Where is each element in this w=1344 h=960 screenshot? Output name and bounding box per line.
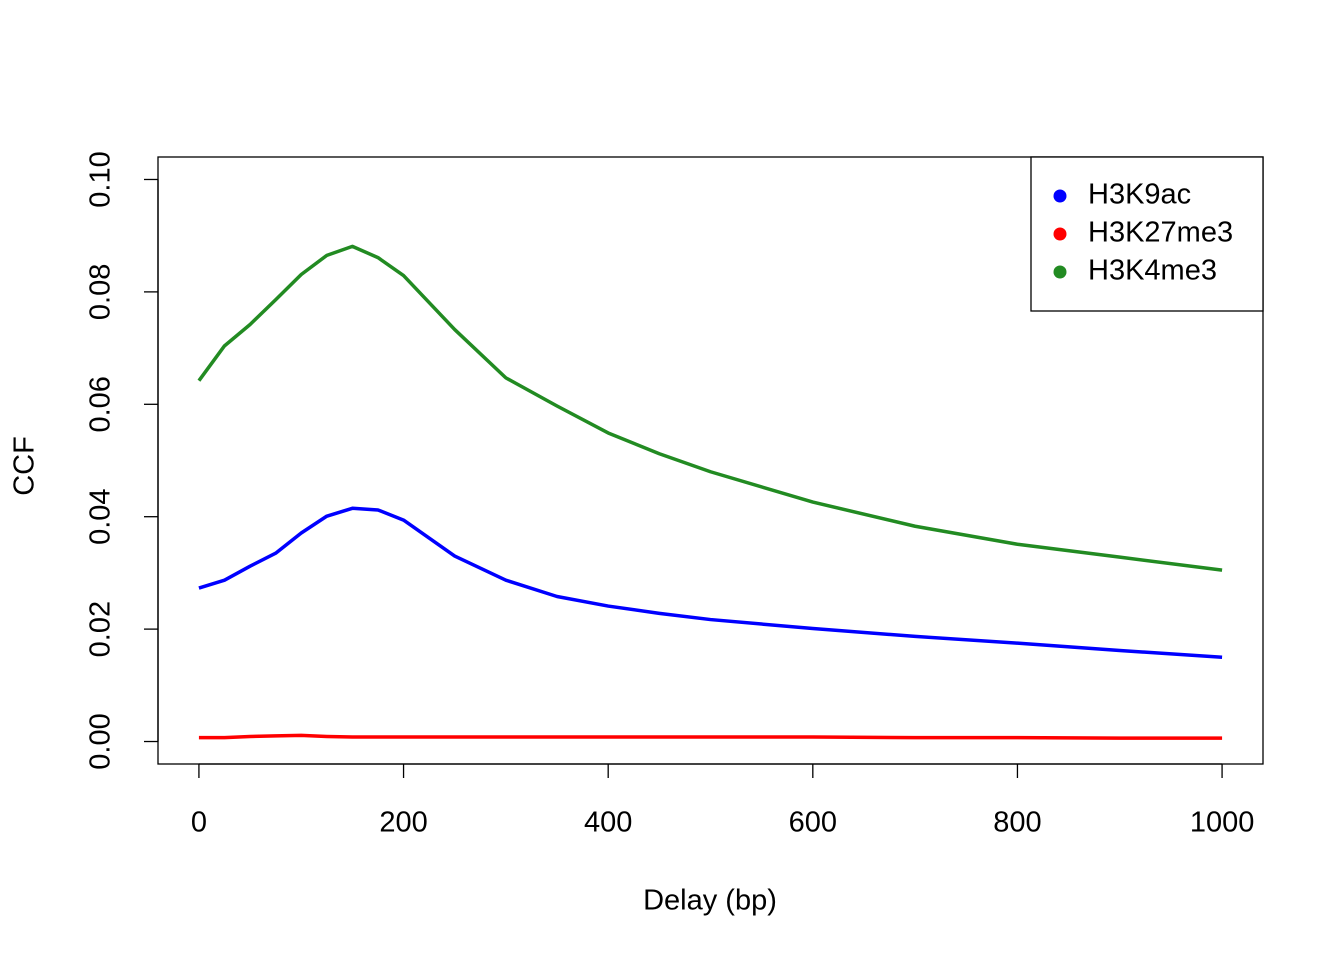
x-tick-label: 400 — [584, 807, 632, 839]
legend-marker — [1053, 227, 1067, 241]
x-tick-label: 800 — [993, 807, 1041, 839]
x-tick-label: 200 — [379, 807, 427, 839]
y-tick-label: 0.04 — [85, 488, 117, 544]
legend-box — [1030, 156, 1264, 312]
series-line — [198, 506, 1223, 659]
y-tick-label: 0.00 — [85, 713, 117, 769]
series-line — [197, 244, 1223, 572]
x-tick-label: 0 — [191, 807, 207, 839]
y-axis-label: CCF — [9, 436, 41, 496]
y-tick-label: 0.08 — [85, 264, 117, 320]
x-tick-label: 1000 — [1190, 807, 1255, 839]
y-tick-label: 0.10 — [85, 151, 117, 207]
x-axis-label: Delay (bp) — [643, 885, 777, 917]
series-line — [198, 733, 1223, 740]
legend-label: H3K4me3 — [1088, 255, 1217, 287]
legend-marker — [1053, 265, 1067, 279]
legend-label: H3K9ac — [1088, 179, 1191, 211]
y-tick-label: 0.02 — [85, 601, 117, 657]
legend-label: H3K27me3 — [1088, 217, 1233, 249]
x-tick-label: 600 — [789, 807, 837, 839]
legend-marker — [1053, 189, 1067, 203]
y-tick-label: 0.06 — [85, 376, 117, 432]
